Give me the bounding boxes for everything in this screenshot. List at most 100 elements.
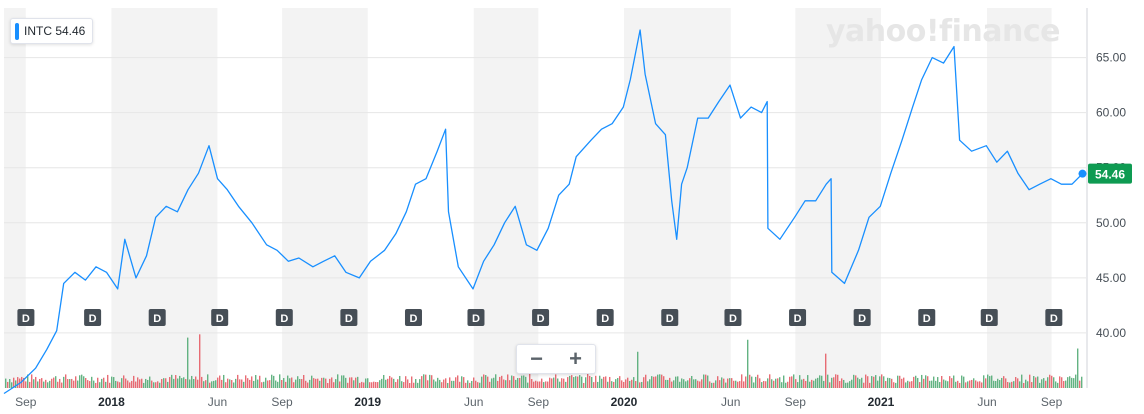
volume-bar [743, 381, 745, 388]
volume-bar [989, 376, 991, 388]
series-legend-label: INTC 54.46 [24, 24, 86, 38]
volume-bar [837, 374, 839, 388]
volume-bar [43, 381, 45, 388]
period-band [282, 8, 368, 388]
volume-bar [621, 380, 623, 388]
dividend-marker [275, 309, 293, 326]
volume-bar [225, 382, 227, 388]
volume-bar [719, 380, 721, 388]
volume-bar [753, 382, 755, 388]
volume-bar [171, 374, 173, 388]
volume-bar [651, 376, 653, 388]
volume-bar [501, 375, 503, 388]
volume-bar [581, 376, 583, 388]
zoom-control[interactable]: − + [516, 344, 596, 374]
volume-bar [911, 381, 913, 388]
zoom-out-button[interactable]: − [530, 346, 543, 371]
volume-bar [87, 380, 89, 388]
volume-bar [1055, 381, 1057, 388]
volume-bar [1023, 382, 1025, 388]
volume-bar [1053, 377, 1055, 388]
volume-bar [443, 379, 445, 388]
volume-bar [9, 379, 11, 388]
y-tick-label: 40.00 [1096, 326, 1126, 340]
volume-bar [725, 382, 727, 388]
volume-bar [715, 380, 717, 388]
series-color-swatch [15, 22, 19, 40]
volume-bar [213, 380, 215, 388]
volume-bar [321, 377, 323, 388]
volume-bar [13, 377, 15, 388]
volume-bar [479, 382, 481, 388]
volume-bar [335, 379, 337, 388]
volume-bar [883, 376, 885, 388]
volume-bar [59, 378, 61, 388]
volume-bar [807, 375, 809, 388]
volume-bar [247, 378, 249, 388]
dividend-marker [789, 309, 807, 326]
volume-bar [733, 380, 735, 388]
volume-bar [299, 378, 301, 388]
volume-bar [1079, 380, 1081, 388]
volume-bar [721, 377, 723, 388]
volume-bar [249, 379, 251, 388]
volume-bar [215, 380, 217, 388]
volume-bar [793, 374, 795, 388]
volume-bar [635, 381, 637, 388]
volume-bar [427, 380, 429, 388]
volume-bar [791, 376, 793, 388]
dividend-marker [532, 309, 550, 326]
volume-bar [243, 381, 245, 388]
period-band [795, 8, 881, 388]
volume-bar [475, 380, 477, 388]
volume-bar [357, 376, 359, 388]
x-tick-label: Sep [785, 395, 807, 409]
volume-bar [435, 381, 437, 388]
volume-bar [611, 381, 613, 388]
volume-bar [45, 379, 47, 388]
volume-bar [155, 382, 157, 388]
volume-bar [97, 377, 99, 388]
volume-bar [917, 377, 919, 388]
series-legend[interactable]: INTC 54.46 [10, 18, 94, 44]
volume-bar [301, 379, 303, 388]
volume-bar [27, 374, 29, 388]
volume-bar [927, 376, 929, 388]
volume-bar [345, 377, 347, 388]
volume-bar [453, 380, 455, 388]
volume-bar [499, 376, 501, 388]
volume-bar [685, 381, 687, 388]
volume-bar [241, 379, 243, 388]
volume-bar [567, 377, 569, 388]
volume-bar [71, 378, 73, 388]
zoom-in-button[interactable]: + [569, 346, 582, 371]
dividend-marker [918, 309, 936, 326]
volume-bar [713, 382, 715, 388]
volume-bar [377, 382, 379, 388]
volume-bar [687, 380, 689, 388]
volume-bar [637, 351, 639, 388]
volume-bar [437, 377, 439, 388]
volume-bar [1027, 381, 1029, 388]
volume-bar [823, 380, 825, 388]
volume-bar [1029, 374, 1031, 388]
volume-bar [655, 376, 657, 388]
volume-bar [761, 382, 763, 388]
volume-bar [49, 380, 51, 388]
volume-bar [281, 379, 283, 388]
volume-bar [193, 379, 195, 388]
period-band [4, 8, 26, 388]
volume-bar [259, 375, 261, 388]
volume-bar [579, 375, 581, 388]
volume-bar [769, 374, 771, 388]
volume-bar [967, 381, 969, 388]
volume-bar [389, 375, 391, 388]
volume-bar [471, 380, 473, 388]
volume-bar [395, 382, 397, 388]
volume-bar [1045, 380, 1047, 388]
volume-bar [393, 378, 395, 388]
volume-bar [29, 381, 31, 388]
volume-bar [623, 381, 625, 388]
volume-bar [625, 379, 627, 388]
